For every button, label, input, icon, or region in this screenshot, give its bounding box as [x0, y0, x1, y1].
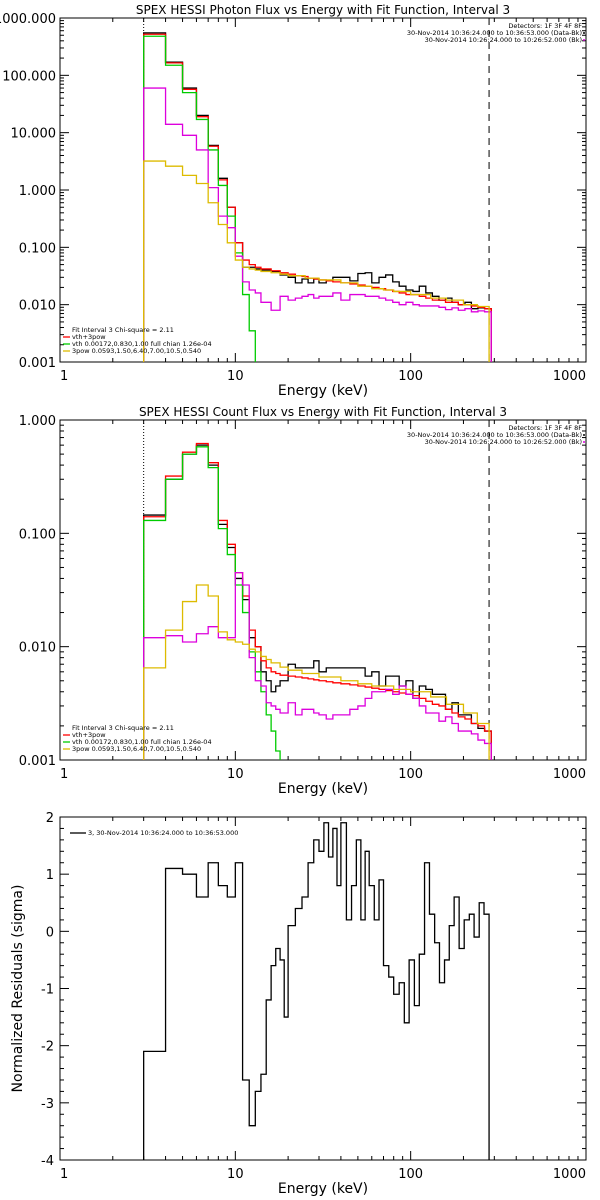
y-tick-label: 0.100	[19, 241, 56, 256]
series-group	[143, 442, 492, 760]
legend-text-line: vth 0.00172,0.830,1.00 full chian 1.26e-…	[72, 738, 212, 746]
chart-title: SPEX HESSI Photon Flux vs Energy with Fi…	[136, 3, 510, 17]
series-group	[143, 32, 492, 362]
y-tick-label: -1	[41, 983, 54, 998]
legend-label: 3, 30-Nov-2014 10:36:24.000 to 10:36:53.…	[88, 829, 238, 837]
x-axis-label: Energy (keV)	[278, 1181, 368, 1197]
x-tick-label: 100	[398, 369, 423, 384]
y-tick-label: 0.010	[19, 299, 56, 314]
y-tick-label: -2	[41, 1040, 54, 1055]
x-axis-label: Energy (keV)	[278, 383, 368, 399]
series-line-3	[143, 87, 492, 362]
plot-frame	[59, 419, 587, 761]
x-tick-label: 1	[60, 1167, 68, 1182]
y-tick-label: -3	[41, 1097, 54, 1112]
x-tick-label: 1	[60, 369, 68, 384]
y-tick-label: 10.000	[11, 127, 57, 142]
legend-text-line: 3pow 0.0593,1.50,6.40,7.00,10.5,0.540	[72, 347, 201, 355]
chart-title: SPEX HESSI Count Flux vs Energy with Fit…	[139, 405, 507, 419]
legend-text-line: 3pow 0.0593,1.50,6.40,7.00,10.5,0.540	[72, 745, 201, 753]
y-axis-label: Normalized Residuals (sigma)	[10, 885, 26, 1093]
photon-flux-panel: 1 10 100 1000 0.001 0.010 0.100 1.000 10.000 100.…	[0, 3, 587, 399]
legend-text-line: Fit Interval 3 Chi-square = 2.11	[72, 724, 174, 732]
y-tick-label: 1	[46, 868, 54, 883]
legend-text-line: vth+3pow	[72, 333, 106, 341]
y-tick-label: 2	[46, 811, 54, 826]
x-tick-label: 100	[398, 767, 423, 782]
legend-text-line: vth 0.00172,0.830,1.00 full chian 1.26e-…	[72, 340, 212, 348]
legend-text-line: Fit Interval 3 Chi-square = 2.11	[72, 326, 174, 334]
x-tick-label: 1	[60, 767, 68, 782]
y-tick-label: -4	[41, 1154, 54, 1169]
series-line-3	[143, 571, 492, 760]
header-text-line: Detectors: 1F 3F 4F 8F	[508, 424, 582, 432]
x-tick-label: 10	[227, 767, 244, 782]
x-tick-label: 10	[227, 1167, 244, 1182]
y-tick-label: 0	[46, 925, 54, 940]
count-flux-panel: 1 10 100 1000 0.001 0.010 0.100 1.000 SPEX HESSI…	[19, 405, 587, 797]
x-tick-label: 100	[398, 1167, 423, 1182]
x-tick-label: 10	[227, 369, 244, 384]
header-text-line: 30-Nov-2014 10:26:24.000 to 10:26:52.000…	[425, 36, 582, 44]
series-line-4	[143, 160, 490, 362]
header-text-line: 30-Nov-2014 10:26:24.000 to 10:26:52.000…	[425, 438, 582, 446]
series-line-4	[143, 584, 490, 760]
header-text-line: Detectors: 1F 3F 4F 8F	[508, 22, 582, 30]
y-tick-label: 1.000	[19, 184, 56, 199]
x-tick-label: 1000	[553, 369, 586, 384]
y-tick-label: 0.001	[19, 754, 56, 769]
residuals-panel: 1 10 100 1000 -4 -3 -2 -1 0 1 2 Energy (keV) Normali…	[10, 811, 587, 1197]
y-tick-label: 0.001	[19, 356, 56, 371]
series-group	[143, 822, 490, 1160]
y-tick-label: 1.000	[19, 414, 56, 429]
x-tick-label: 1000	[553, 1167, 586, 1182]
x-axis-label: Energy (keV)	[278, 781, 368, 797]
series-line-1	[143, 442, 492, 760]
header-text-line: 30-Nov-2014 10:36:24.000 to 10:36:53.000…	[407, 29, 582, 37]
legend-text-line: vth+3pow	[72, 731, 106, 739]
y-tick-label: 1000.000	[0, 12, 56, 27]
series-line-0	[143, 822, 490, 1160]
header-text-line: 30-Nov-2014 10:36:24.000 to 10:36:53.000…	[407, 431, 582, 439]
y-tick-label: 0.010	[19, 641, 56, 656]
y-tick-label: 0.100	[19, 527, 56, 542]
y-tick-label: 100.000	[2, 69, 56, 84]
x-tick-label: 1000	[553, 767, 586, 782]
